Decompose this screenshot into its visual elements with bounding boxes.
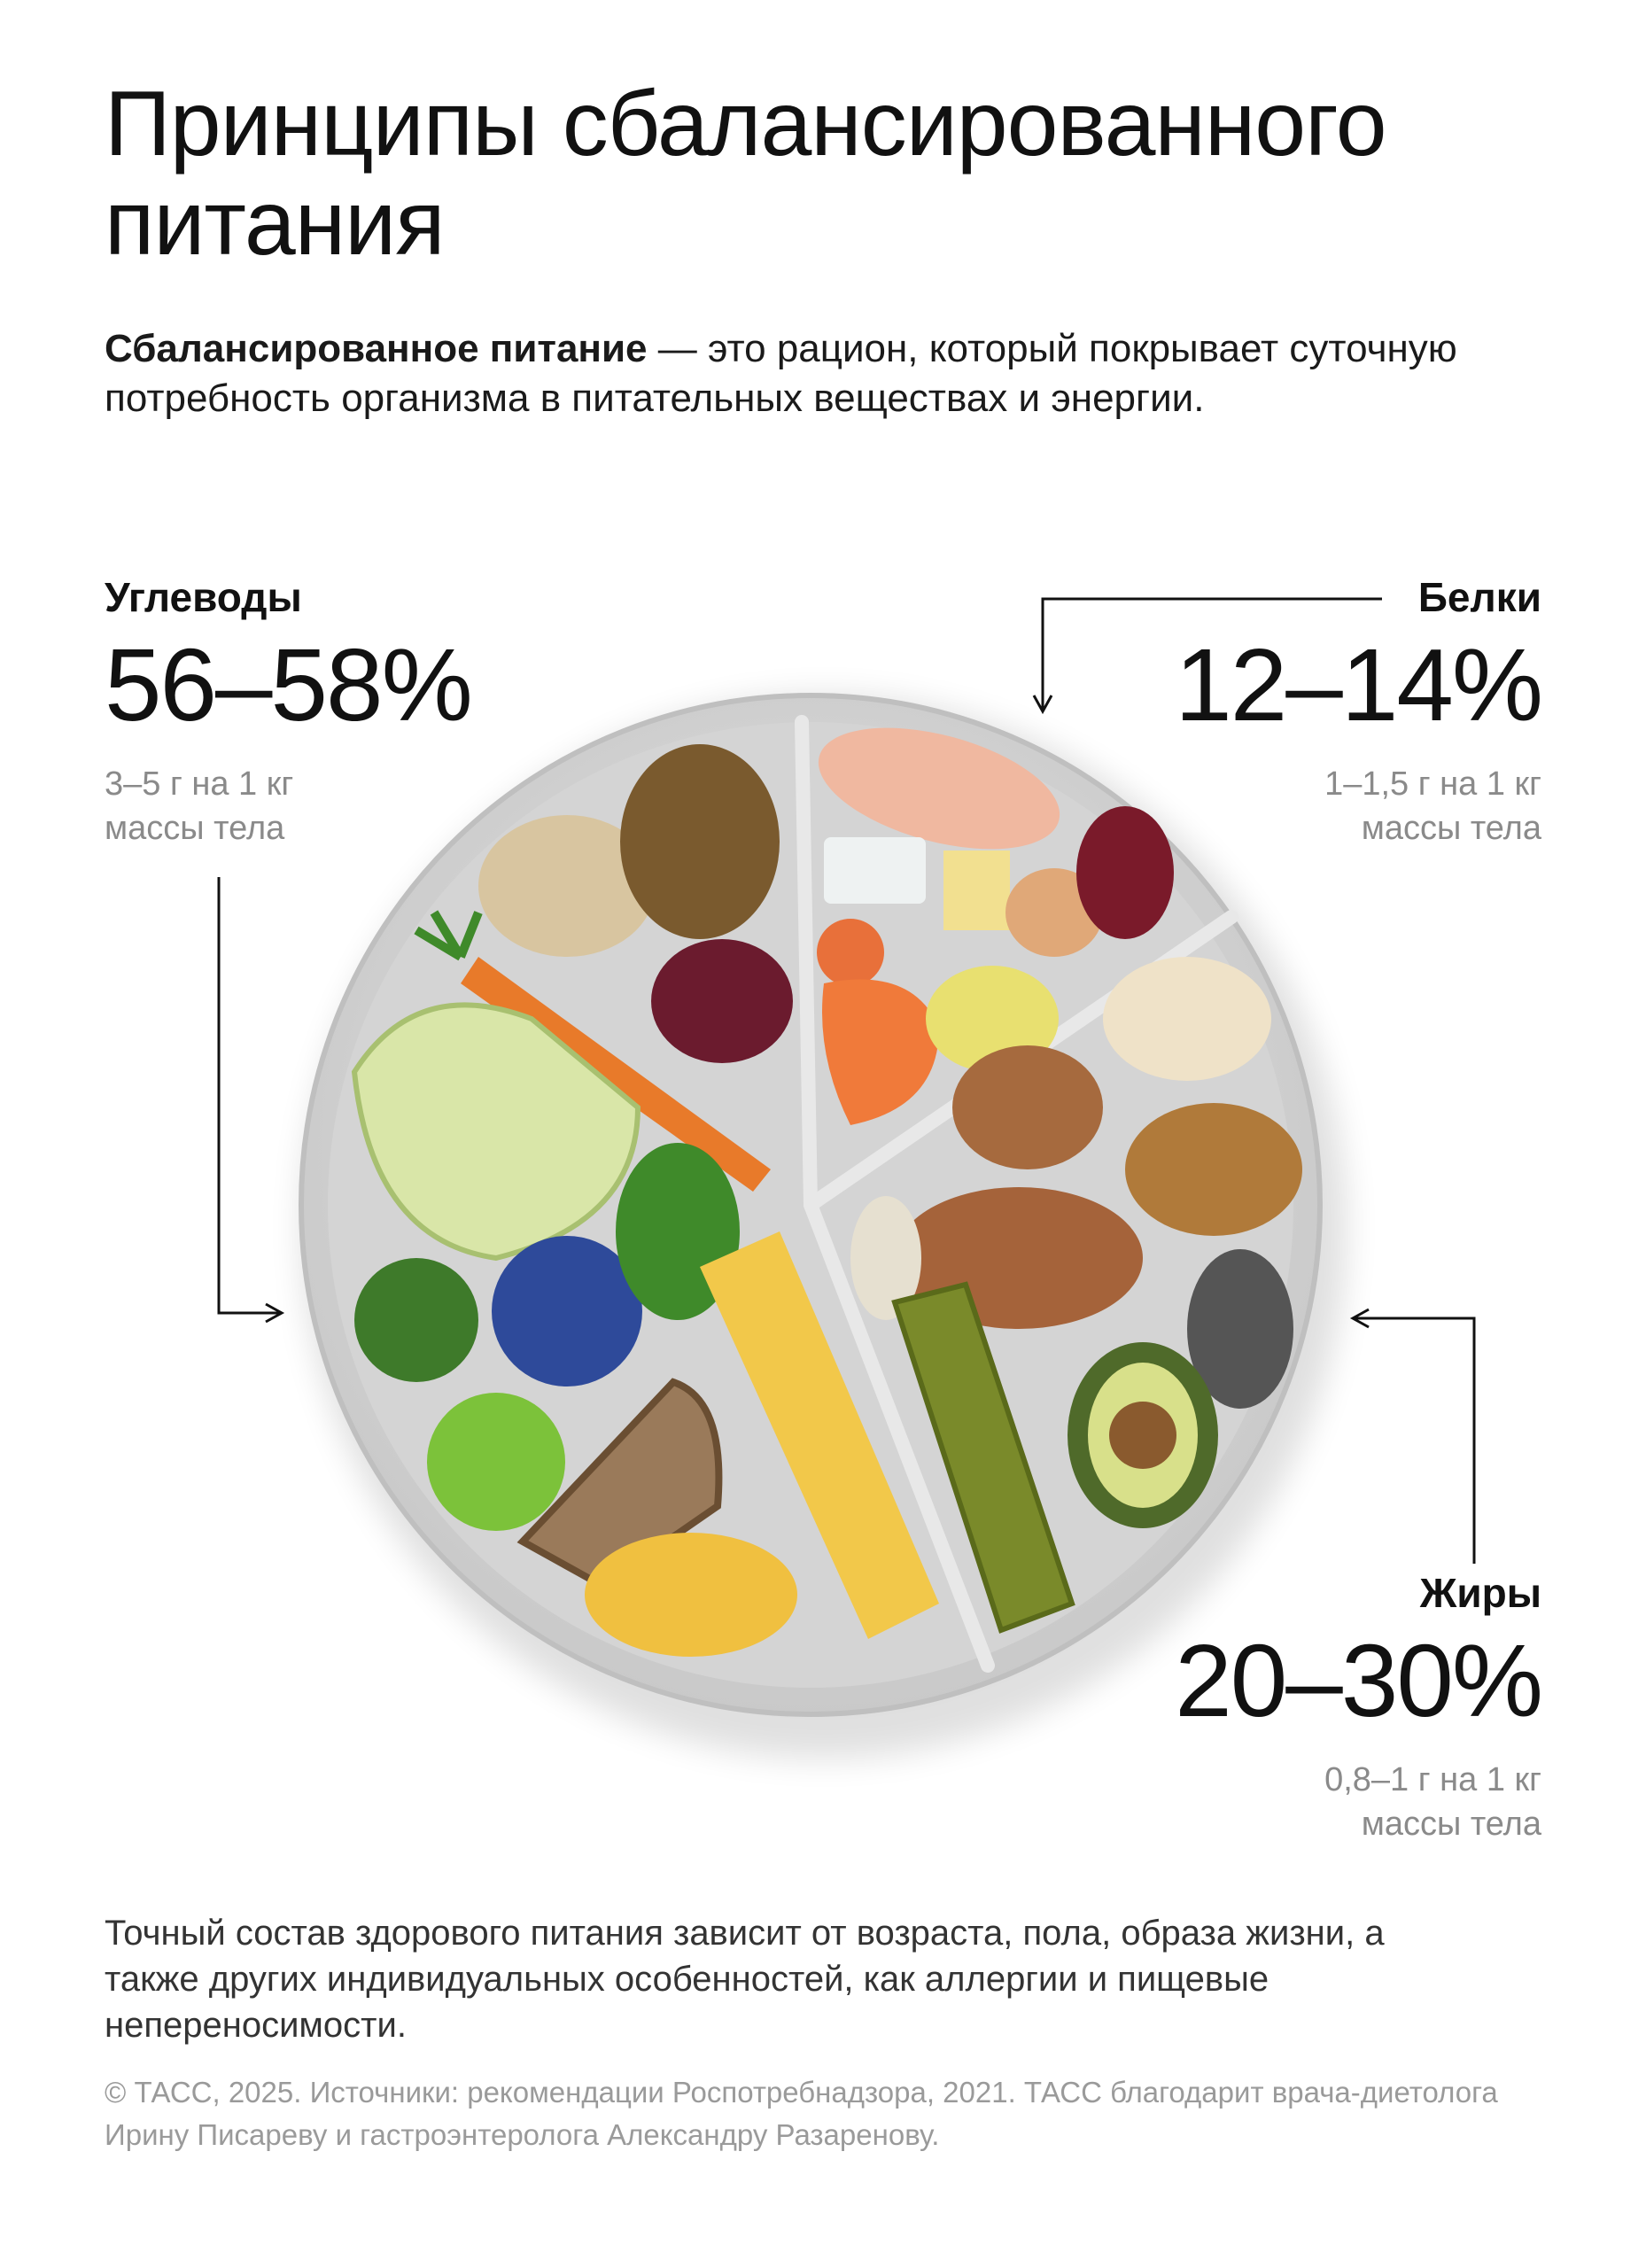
salmon [822, 979, 939, 1125]
cottage-cheese [824, 837, 926, 904]
cabbage [351, 1002, 641, 1262]
page-title: Принципы сбалансированного питания [105, 73, 1387, 275]
proteins-percent: 12–14% [1175, 627, 1543, 742]
fats-note-line1: 0,8–1 г на 1 кг [1324, 1761, 1541, 1798]
spaghetti [700, 1231, 939, 1639]
chicken-breast [818, 727, 1060, 850]
carbs-block: Углеводы 56–58% 3–5 г на 1 кг массы тела [105, 572, 473, 850]
proteins-note-line1: 1–1,5 г на 1 кг [1324, 765, 1541, 803]
proteins-block: Белки 12–14% 1–1,5 г на 1 кг массы тела [1175, 572, 1543, 850]
buckwheat [620, 744, 780, 939]
beetroot [651, 939, 793, 1063]
blueberries [492, 1236, 642, 1386]
proteins-label: Белки [1417, 574, 1541, 620]
intro-term: Сбалансированное питание [105, 327, 648, 370]
fats-percent: 20–30% [1175, 1623, 1543, 1738]
avocado-pit [1109, 1402, 1176, 1469]
fat-foods [850, 957, 1302, 1634]
shrimp [817, 919, 884, 986]
walnuts [1125, 1103, 1302, 1236]
olive-oil-bottle [891, 1281, 1075, 1634]
chia-seeds [1187, 1249, 1293, 1409]
carbs-note-line2: массы тела [105, 810, 285, 847]
peas [926, 966, 1059, 1072]
fats-label: Жиры [1419, 1570, 1541, 1616]
fats-block: Жиры 20–30% 0,8–1 г на 1 кг массы тела [1175, 1568, 1543, 1846]
oats [478, 815, 656, 957]
credits: © ТАСС, 2025. Источники: рекомендации Ро… [105, 2076, 1498, 2151]
carrot-top [414, 910, 483, 961]
broccoli [354, 1258, 478, 1382]
carrot [461, 957, 771, 1192]
footer-note: Точный состав здорового питания зависит … [105, 1914, 1385, 2045]
carbs-percent: 56–58% [105, 627, 473, 742]
protein-foods [817, 727, 1174, 1125]
carbs-label: Углеводы [105, 574, 302, 620]
farfalle [585, 1533, 797, 1657]
intro-definition: — это рацион, который покрывает суточную… [105, 327, 1457, 420]
leader-fats [1349, 1308, 1476, 1564]
beans [1076, 806, 1174, 939]
carbs-note-line1: 3–5 г на 1 кг [105, 765, 294, 803]
hazelnuts [952, 1045, 1103, 1169]
leader-carbs [217, 877, 285, 1324]
carbs-foods [351, 744, 939, 1657]
proteins-note-line2: массы тела [1361, 810, 1541, 847]
cashews [1103, 957, 1271, 1081]
apple [427, 1393, 565, 1531]
leader-proteins [1032, 597, 1382, 715]
sunflower-seeds [850, 1196, 921, 1320]
cheese [943, 850, 1010, 930]
intro-paragraph: Сбалансированное питание — это рацион, к… [105, 324, 1487, 423]
fats-note-line2: массы тела [1361, 1806, 1541, 1843]
